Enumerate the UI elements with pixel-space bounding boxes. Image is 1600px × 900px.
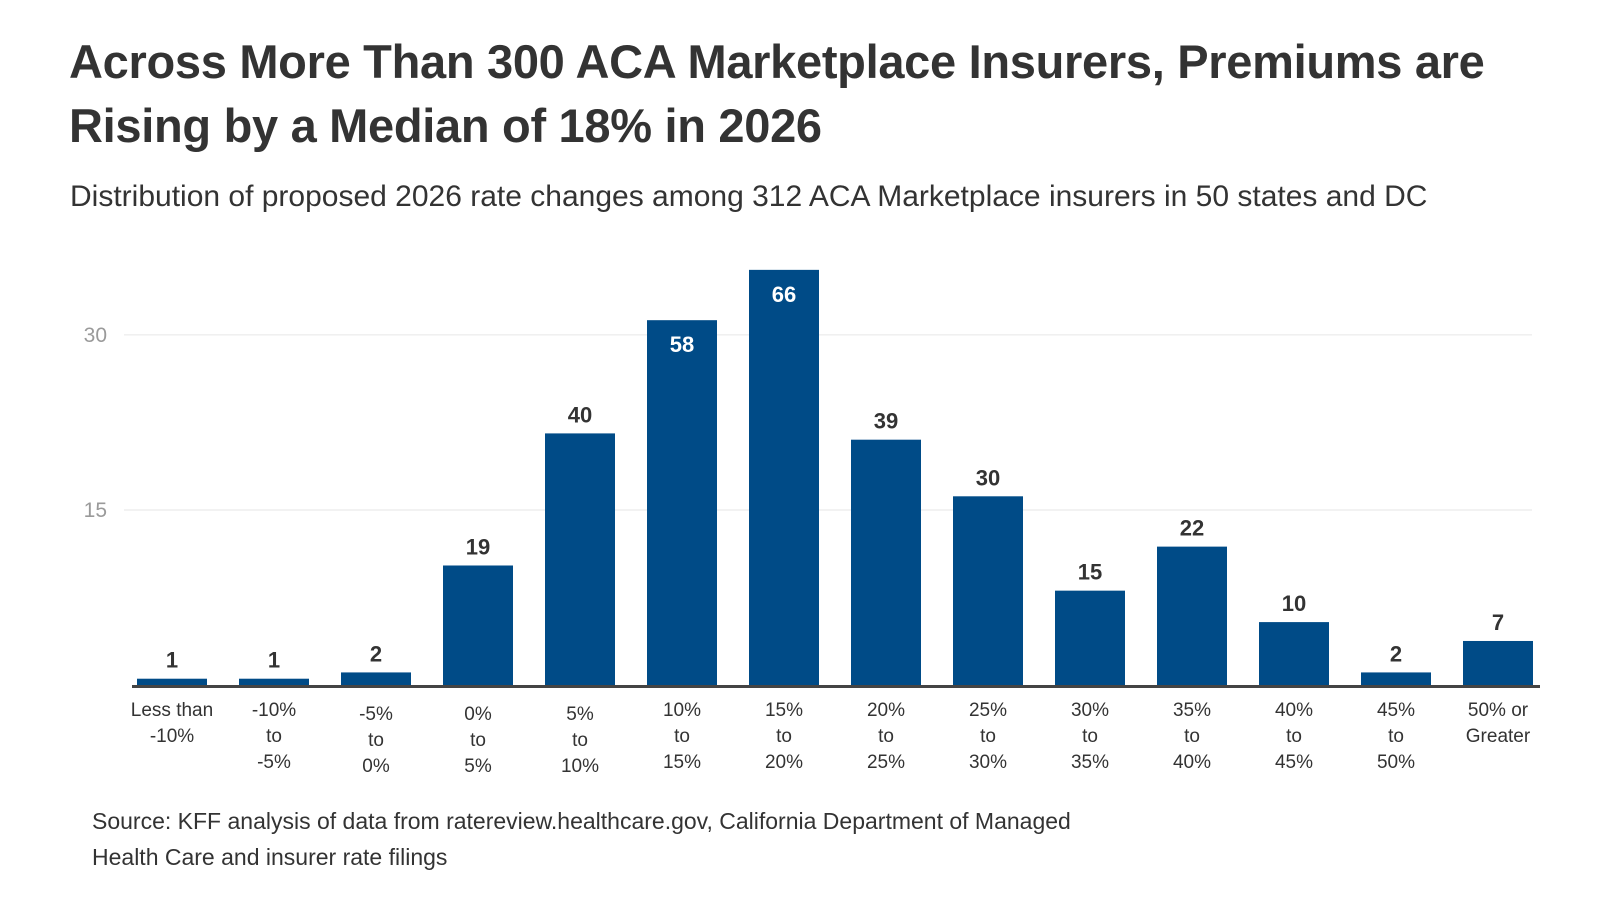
category-label: 50% or — [1468, 700, 1529, 721]
category-label: 15% — [765, 700, 803, 721]
bar — [1055, 590, 1125, 685]
bar — [545, 433, 615, 685]
value-label: 66 — [772, 282, 796, 307]
category-label: to — [1082, 726, 1098, 747]
value-label: 40 — [568, 402, 592, 427]
category-label: 50% — [1377, 752, 1415, 773]
value-label: 1 — [166, 648, 178, 673]
bar-chart: 15 30 1 Less than -10% 1 -10% to -5% 2 -5% to 0% 19 0%… — [84, 269, 1540, 777]
category-label: 10% — [663, 700, 701, 721]
bar — [1157, 546, 1227, 685]
category-label: 0% — [362, 756, 390, 777]
category-label: to — [980, 726, 996, 747]
category-label: 20% — [867, 700, 905, 721]
category-label: 15% — [663, 752, 701, 773]
value-label: 30 — [976, 465, 1000, 490]
category-label: 45% — [1377, 700, 1415, 721]
category-label: to — [470, 730, 486, 751]
bar — [953, 496, 1023, 685]
category-label: Less than — [131, 700, 213, 721]
bar — [749, 269, 819, 685]
category-label: 30% — [969, 752, 1007, 773]
category-label: to — [1184, 726, 1200, 747]
bar — [239, 678, 309, 685]
category-label: 40% — [1275, 700, 1313, 721]
y-tick-label: 15 — [84, 499, 107, 522]
bar — [851, 439, 921, 685]
value-label: 7 — [1492, 610, 1504, 635]
category-label: 20% — [765, 752, 803, 773]
category-label: 40% — [1173, 752, 1211, 773]
category-label: -10% — [150, 726, 194, 747]
category-label: to — [368, 730, 384, 751]
category-label: 5% — [464, 756, 492, 777]
bar — [1259, 622, 1329, 685]
category-label: 5% — [566, 704, 594, 725]
bar — [137, 678, 207, 685]
category-label: 45% — [1275, 752, 1313, 773]
value-label: 10 — [1282, 591, 1306, 616]
chart-title: Across More Than 300 ACA Marketplace Ins… — [69, 35, 1485, 152]
y-tick-label: 30 — [84, 324, 107, 347]
category-label: to — [1388, 726, 1404, 747]
bar — [1361, 672, 1431, 685]
value-label: 22 — [1180, 516, 1204, 541]
category-label: Greater — [1466, 726, 1531, 747]
category-label: 10% — [561, 756, 599, 777]
category-label: 30% — [1071, 700, 1109, 721]
source-note: Source: KFF analysis of data from ratere… — [92, 808, 1071, 870]
category-label: -10% — [252, 700, 296, 721]
value-label: 58 — [670, 332, 694, 357]
bar — [443, 565, 513, 685]
category-label: to — [266, 726, 282, 747]
value-label: 39 — [874, 409, 898, 434]
value-label: 2 — [370, 641, 382, 666]
category-label: 35% — [1173, 700, 1211, 721]
value-label: 2 — [1390, 641, 1402, 666]
bar — [647, 320, 717, 685]
category-label: -5% — [257, 752, 291, 773]
category-label: to — [674, 726, 690, 747]
value-label: 1 — [268, 648, 280, 673]
category-label: to — [776, 726, 792, 747]
category-label: to — [878, 726, 894, 747]
chart-subtitle: Distribution of proposed 2026 rate chang… — [70, 180, 1428, 213]
category-label: 35% — [1071, 752, 1109, 773]
category-label: -5% — [359, 704, 393, 725]
bar — [341, 672, 411, 685]
category-label: to — [1286, 726, 1302, 747]
bar — [1463, 640, 1533, 685]
category-label: to — [572, 730, 588, 751]
value-label: 15 — [1078, 560, 1102, 585]
category-label: 0% — [464, 704, 492, 725]
category-label: 25% — [969, 700, 1007, 721]
value-label: 19 — [466, 534, 490, 559]
category-label: 25% — [867, 752, 905, 773]
